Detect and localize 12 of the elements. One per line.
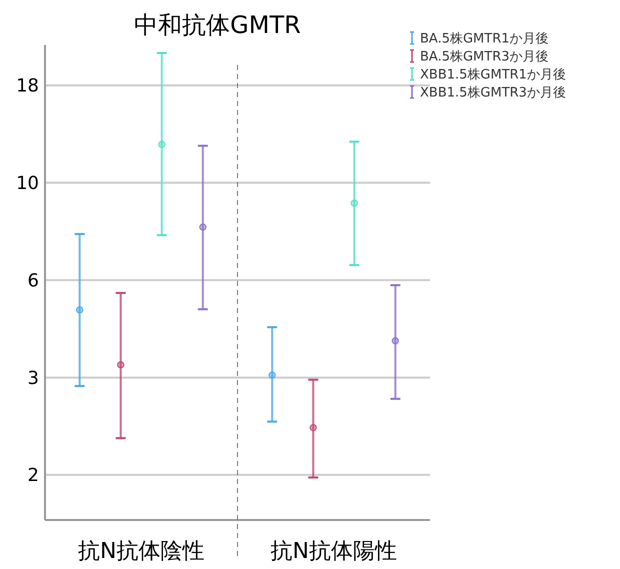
legend-label: XBB1.5株GMTR1か月後 bbox=[420, 68, 566, 83]
y-tick-label: 3 bbox=[28, 368, 39, 389]
y-tick-label: 2 bbox=[28, 465, 39, 486]
x-tick-label: 抗N抗体陽性 bbox=[270, 539, 397, 564]
y-tick-label: 18 bbox=[16, 76, 39, 97]
legend-label: BA.5株GMTR1か月後 bbox=[420, 32, 549, 47]
y-tick-label: 10 bbox=[16, 173, 39, 194]
y-tick-label: 6 bbox=[28, 270, 39, 292]
legend-label: BA.5株GMTR3か月後 bbox=[420, 50, 549, 65]
legend-label: XBB1.5株GMTR3か月後 bbox=[420, 86, 566, 101]
chart-title: 中和抗体GMTR bbox=[134, 11, 301, 39]
x-tick-label: 抗N抗体陰性 bbox=[78, 539, 204, 564]
